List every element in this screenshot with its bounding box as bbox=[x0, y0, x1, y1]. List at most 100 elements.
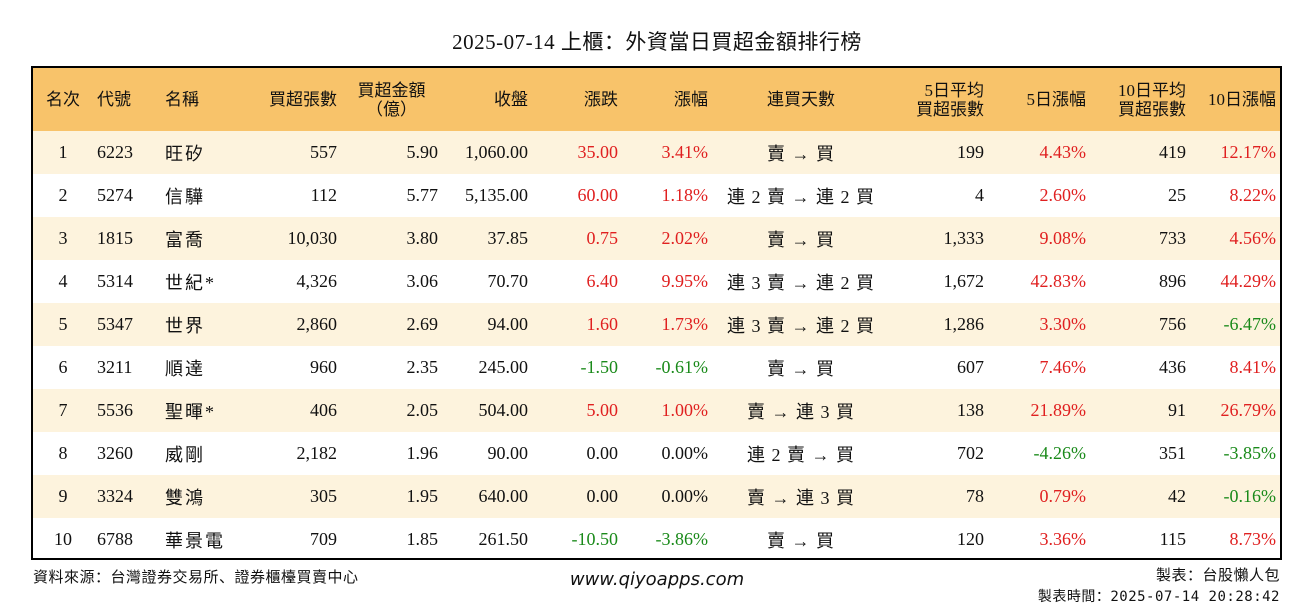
cell-pct10: -6.47% bbox=[1223, 314, 1277, 334]
cell-close: 37.85 bbox=[487, 228, 529, 248]
cell-buy-lots: 406 bbox=[310, 400, 337, 420]
cell-avg5: 1,333 bbox=[943, 228, 985, 248]
cell-name: 世紀* bbox=[165, 272, 216, 293]
cell-change: 1.60 bbox=[586, 314, 619, 334]
cell-days: 賣 → 買 bbox=[767, 143, 835, 164]
cell-name: 雙鴻 bbox=[165, 487, 205, 508]
cell-buy-lots: 960 bbox=[310, 357, 337, 377]
cell-close: 5,135.00 bbox=[465, 185, 528, 205]
cell-avg10: 25 bbox=[1168, 185, 1186, 205]
cell-days: 連 3 賣 → 連 2 買 bbox=[727, 272, 875, 293]
cell-days: 連 2 賣 → 買 bbox=[747, 444, 855, 465]
cell-change: 60.00 bbox=[577, 185, 619, 205]
cell-avg10: 115 bbox=[1159, 529, 1186, 549]
table-body: 1 6223 旺矽 557 5.90 1,060.00 35.00 3.41% 賣 → 買 199… bbox=[33, 131, 1280, 561]
cell-rank: 10 bbox=[54, 529, 72, 549]
cell-avg10: 436 bbox=[1159, 357, 1186, 377]
cell-pct: 3.41% bbox=[661, 142, 709, 162]
ranking-table: 名次 代號 名稱 買超張數 買超金額 （億） 收盤 漲跌 漲幅 連買天數 5日平… bbox=[31, 66, 1282, 560]
cell-name: 聖暉* bbox=[165, 401, 216, 422]
cell-code: 5347 bbox=[97, 314, 133, 334]
cell-buy-lots: 709 bbox=[310, 529, 337, 549]
cell-name: 世界 bbox=[165, 315, 205, 336]
table-row: 2 5274 信驊 112 5.77 5,135.00 60.00 1.18% 連 2 賣 → … bbox=[33, 174, 1280, 217]
cell-close: 94.00 bbox=[487, 314, 529, 334]
cell-rank: 9 bbox=[58, 486, 68, 506]
cell-avg5: 1,286 bbox=[943, 314, 985, 334]
header-pct10: 10日漲幅 bbox=[1208, 90, 1276, 109]
cell-name: 旺矽 bbox=[165, 143, 205, 164]
cell-avg10: 42 bbox=[1168, 486, 1186, 506]
cell-days: 連 2 賣 → 連 2 買 bbox=[727, 186, 875, 207]
cell-buy-amount: 2.69 bbox=[406, 314, 439, 334]
cell-pct5: -4.26% bbox=[1033, 443, 1087, 463]
cell-pct10: 8.41% bbox=[1229, 357, 1277, 377]
table-header-row: 名次 代號 名稱 買超張數 買超金額 （億） 收盤 漲跌 漲幅 連買天數 5日平… bbox=[33, 68, 1280, 131]
cell-avg5: 1,672 bbox=[943, 271, 985, 291]
header-avg5: 5日平均 買超張數 bbox=[890, 68, 988, 131]
cell-buy-lots: 10,030 bbox=[287, 228, 338, 248]
cell-pct5: 7.46% bbox=[1039, 357, 1087, 377]
cell-change: 35.00 bbox=[577, 142, 619, 162]
cell-buy-amount: 3.06 bbox=[406, 271, 439, 291]
cell-rank: 3 bbox=[58, 228, 68, 248]
cell-rank: 2 bbox=[58, 185, 68, 205]
cell-rank: 5 bbox=[58, 314, 68, 334]
cell-avg10: 91 bbox=[1168, 400, 1186, 420]
author-label: 製表：台股懶人包 bbox=[1155, 568, 1280, 584]
cell-change: 0.00 bbox=[586, 486, 619, 506]
header-code: 代號 bbox=[97, 90, 131, 109]
cell-pct5: 0.79% bbox=[1039, 486, 1087, 506]
cell-pct10: -3.85% bbox=[1223, 443, 1277, 463]
cell-pct10: 12.17% bbox=[1220, 142, 1277, 162]
cell-rank: 1 bbox=[58, 142, 68, 162]
cell-pct: -0.61% bbox=[655, 357, 709, 377]
generated-time: 製表時間：2025-07-14 20:28:42 bbox=[1037, 589, 1280, 605]
cell-buy-lots: 112 bbox=[310, 185, 337, 205]
cell-change: -10.50 bbox=[571, 529, 619, 549]
cell-name: 華景電 bbox=[165, 530, 225, 551]
header-buy-lots: 買超張數 bbox=[269, 90, 337, 109]
cell-close: 1,060.00 bbox=[465, 142, 528, 162]
cell-pct10: -0.16% bbox=[1223, 486, 1277, 506]
website-link[interactable]: www.qiyoapps.com bbox=[569, 569, 745, 590]
cell-code: 5274 bbox=[97, 185, 133, 205]
cell-pct5: 21.89% bbox=[1030, 400, 1087, 420]
cell-code: 6223 bbox=[97, 142, 133, 162]
cell-buy-amount: 5.77 bbox=[406, 185, 439, 205]
cell-days: 賣 → 買 bbox=[767, 229, 835, 250]
cell-avg10: 896 bbox=[1159, 271, 1186, 291]
cell-avg5: 78 bbox=[966, 486, 984, 506]
cell-avg5: 702 bbox=[957, 443, 984, 463]
cell-pct: 9.95% bbox=[661, 271, 709, 291]
cell-pct10: 4.56% bbox=[1229, 228, 1277, 248]
table-row: 3 1815 富喬 10,030 3.80 37.85 0.75 2.02% 賣 → 買 1,33… bbox=[33, 217, 1280, 260]
cell-code: 5314 bbox=[97, 271, 133, 291]
cell-code: 3260 bbox=[97, 443, 133, 463]
cell-rank: 7 bbox=[58, 400, 68, 420]
cell-name: 信驊 bbox=[165, 186, 205, 207]
cell-pct: -3.86% bbox=[655, 529, 709, 549]
table-row: 5 5347 世界 2,860 2.69 94.00 1.60 1.73% 連 3 賣 → 連 … bbox=[33, 303, 1280, 346]
cell-name: 富喬 bbox=[165, 229, 205, 250]
page-title: 2025-07-14 上櫃：外資當日買超金額排行榜 bbox=[452, 30, 862, 54]
cell-change: 0.75 bbox=[586, 228, 619, 248]
data-source: 資料來源：台灣證券交易所、證券櫃檯買賣中心 bbox=[33, 570, 359, 586]
cell-buy-amount: 2.05 bbox=[406, 400, 439, 420]
header-rank: 名次 bbox=[46, 90, 80, 109]
cell-code: 6788 bbox=[97, 529, 133, 549]
cell-buy-lots: 2,860 bbox=[296, 314, 338, 334]
cell-buy-amount: 2.35 bbox=[406, 357, 439, 377]
cell-pct5: 3.30% bbox=[1039, 314, 1087, 334]
header-avg10: 10日平均 買超張數 bbox=[1090, 68, 1190, 131]
cell-pct5: 42.83% bbox=[1030, 271, 1087, 291]
cell-close: 261.50 bbox=[478, 529, 529, 549]
cell-buy-lots: 2,182 bbox=[296, 443, 338, 463]
cell-pct5: 9.08% bbox=[1039, 228, 1087, 248]
cell-pct10: 44.29% bbox=[1220, 271, 1277, 291]
cell-change: 6.40 bbox=[586, 271, 619, 291]
cell-pct5: 2.60% bbox=[1039, 185, 1087, 205]
cell-name: 威剛 bbox=[165, 444, 205, 465]
cell-buy-amount: 1.85 bbox=[406, 529, 439, 549]
header-days: 連買天數 bbox=[767, 90, 835, 109]
